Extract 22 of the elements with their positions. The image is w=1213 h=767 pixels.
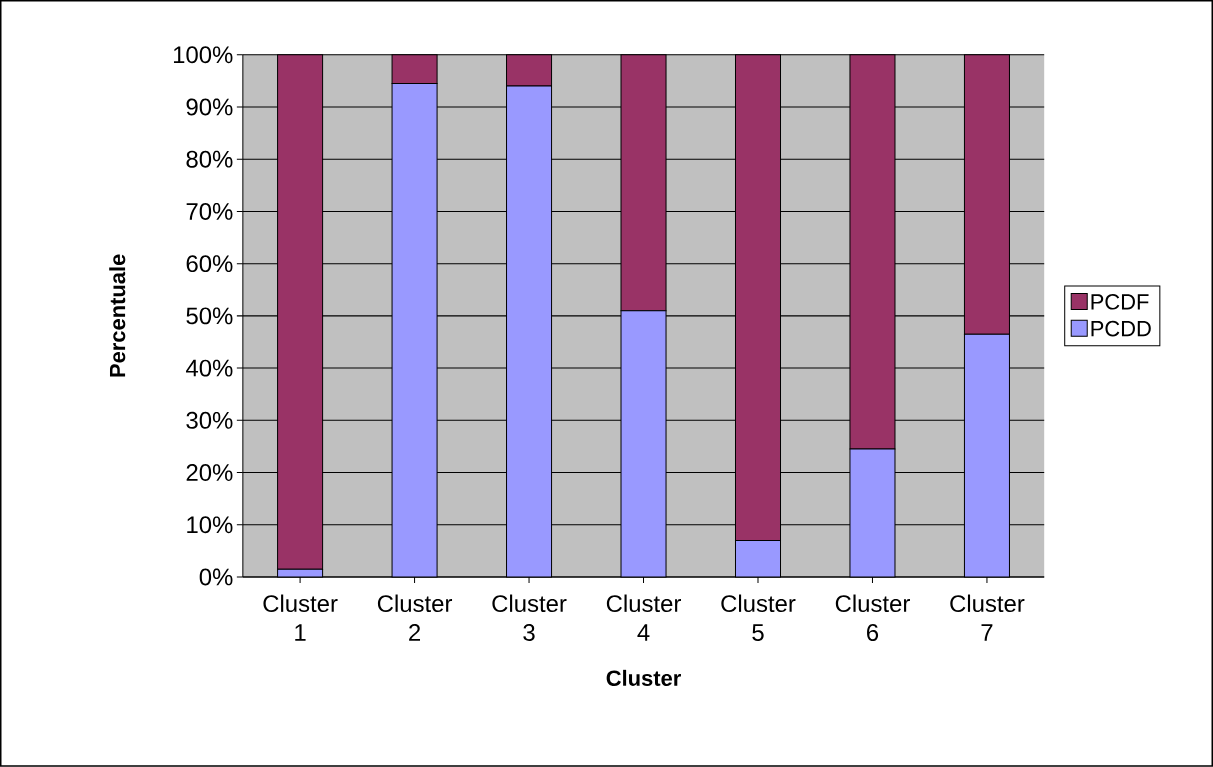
x-axis-title: Cluster	[606, 669, 681, 687]
x-tick-label: Cluster 3	[492, 594, 567, 642]
y-tick-label: 10%	[187, 516, 233, 534]
y-tick-label: 30%	[186, 411, 233, 429]
y-tick-label: 70%	[186, 203, 233, 220]
y-tick-label: 90%	[186, 98, 233, 116]
legend-label: PCDD	[1091, 320, 1151, 337]
x-tick-label: Cluster 1	[263, 594, 338, 641]
y-tick-label: 0%	[199, 568, 233, 586]
legend-label: PCDF	[1091, 294, 1149, 310]
y-tick-label: 100%	[173, 46, 233, 64]
y-axis-title: Percentuale	[109, 254, 126, 377]
y-tick-label: 80%	[186, 150, 233, 168]
x-tick-label: Cluster 2	[377, 594, 453, 641]
x-tick-label: Cluster 5	[721, 594, 796, 642]
y-tick-label: 20%	[186, 464, 233, 482]
x-tick-label: Cluster 7	[950, 594, 1025, 641]
y-tick-label: 50%	[186, 307, 233, 325]
y-tick-label: 40%	[186, 359, 233, 377]
x-tick-label: Cluster 4	[606, 594, 681, 641]
x-tick-label: Cluster 6	[835, 594, 910, 642]
y-tick-label: 60%	[186, 255, 233, 273]
